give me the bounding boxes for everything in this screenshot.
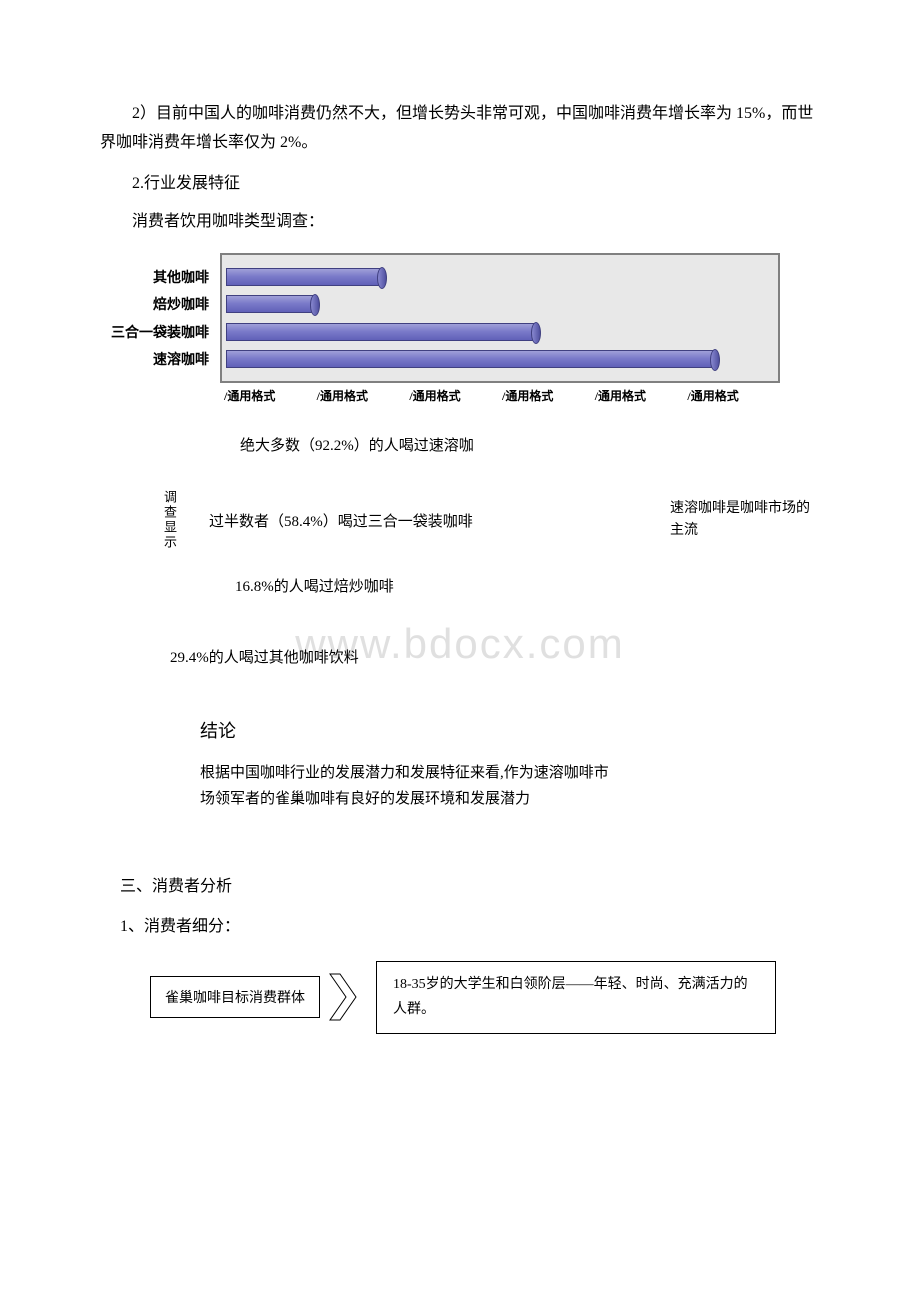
- chart-category-label: 焙炒咖啡: [107, 294, 217, 314]
- diagram-right-box: 18-35岁的大学生和白领阶层——年轻、时尚、充满活力的人群。: [376, 961, 776, 1033]
- survey-results-block: 绝大多数（92.2%）的人喝过速溶咖 调查显示 过半数者（58.4%）喝过三合一…: [100, 434, 820, 667]
- x-axis-label: /通用格式: [687, 387, 780, 404]
- x-axis-label: /通用格式: [409, 387, 502, 404]
- chart-category-label: 速溶咖啡: [107, 349, 217, 369]
- survey-result-4: 29.4%的人喝过其他咖啡饮料: [170, 646, 820, 667]
- subsection-1: 1、消费者细分：: [120, 912, 820, 936]
- bar-cap: [310, 294, 320, 316]
- chart-bar: [226, 295, 315, 313]
- diagram-row: 雀巢咖啡目标消费群体 18-35岁的大学生和白领阶层——年轻、时尚、充满活力的人…: [150, 961, 820, 1033]
- section-2-title: 2.行业发展特征: [100, 170, 820, 199]
- chart-category-label: 三合一袋装咖啡: [107, 322, 217, 342]
- bar-cap: [710, 349, 720, 371]
- chart-bar: [226, 323, 536, 341]
- bar-chart: 其他咖啡焙炒咖啡三合一袋装咖啡速溶咖啡 /通用格式/通用格式/通用格式/通用格式…: [220, 253, 780, 404]
- chart-row: 焙炒咖啡: [222, 295, 778, 313]
- section-3-title: 三、消费者分析: [120, 872, 820, 896]
- x-axis-label: /通用格式: [317, 387, 410, 404]
- conclusion-title: 结论: [200, 717, 820, 743]
- paragraph-intro: 2）目前中国人的咖啡消费仍然不大，但增长势头非常可观，中国咖啡消费年增长率为 1…: [100, 100, 820, 158]
- arrow-icon: [328, 972, 368, 1022]
- survey-result-2: 过半数者（58.4%）喝过三合一袋装咖啡: [209, 510, 670, 531]
- chart-bar: [226, 268, 382, 286]
- survey-middle-row: 调查显示 过半数者（58.4%）喝过三合一袋装咖啡 速溶咖啡是咖啡市场的主流: [100, 490, 820, 550]
- bar-cap: [531, 322, 541, 344]
- chart-bar: [226, 350, 715, 368]
- x-axis-label: /通用格式: [502, 387, 595, 404]
- conclusion-text: 根据中国咖啡行业的发展潜力和发展特征来看,作为速溶咖啡市场领军者的雀巢咖啡有良好…: [200, 761, 620, 812]
- x-axis-labels: /通用格式/通用格式/通用格式/通用格式/通用格式/通用格式: [220, 387, 780, 404]
- chart-plot-area: 其他咖啡焙炒咖啡三合一袋装咖啡速溶咖啡: [220, 253, 780, 383]
- chart-row: 其他咖啡: [222, 268, 778, 286]
- chart-category-label: 其他咖啡: [107, 267, 217, 287]
- chart-row: 速溶咖啡: [222, 350, 778, 368]
- vertical-label: 调查显示: [160, 490, 179, 550]
- x-axis-label: /通用格式: [224, 387, 317, 404]
- chart-row: 三合一袋装咖啡: [222, 323, 778, 341]
- side-note: 速溶咖啡是咖啡市场的主流: [670, 498, 820, 543]
- survey-result-3: 16.8%的人喝过焙炒咖啡: [235, 575, 820, 596]
- survey-result-1: 绝大多数（92.2%）的人喝过速溶咖: [240, 434, 820, 455]
- bar-cap: [377, 267, 387, 289]
- x-axis-label: /通用格式: [595, 387, 688, 404]
- survey-title: 消费者饮用咖啡类型调查：: [100, 208, 820, 237]
- diagram-left-box: 雀巢咖啡目标消费群体: [150, 976, 320, 1018]
